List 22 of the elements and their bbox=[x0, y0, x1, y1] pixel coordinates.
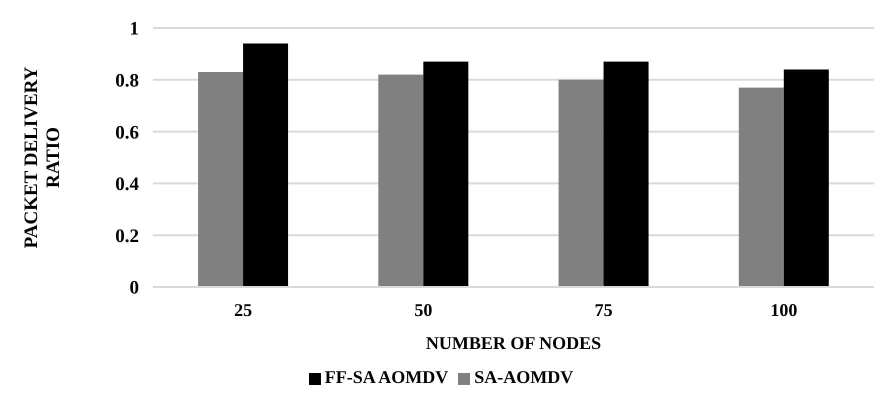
y-tick-label: 0.2 bbox=[115, 226, 139, 247]
bar bbox=[198, 72, 244, 287]
x-tick-label: 75 bbox=[594, 300, 613, 320]
y-tick-label: 0.6 bbox=[115, 122, 139, 144]
bar bbox=[604, 62, 649, 287]
legend-label: SA-AOMDV bbox=[474, 367, 574, 387]
x-tick-label: 100 bbox=[770, 300, 798, 320]
y-tick-label: 0.8 bbox=[115, 70, 139, 92]
x-tick-label: 50 bbox=[414, 300, 432, 320]
bar bbox=[423, 62, 468, 287]
bar bbox=[558, 80, 604, 287]
y-axis-title: PACKET DELIVERY RATIO bbox=[21, 66, 64, 248]
bar bbox=[784, 69, 829, 287]
y-tick-label: 0.4 bbox=[115, 174, 140, 196]
bar bbox=[378, 74, 424, 287]
x-tick-label: 25 bbox=[234, 300, 252, 320]
bar bbox=[243, 44, 288, 287]
legend-label: FF-SA AOMDV bbox=[324, 367, 448, 387]
bar bbox=[738, 88, 784, 287]
y-tick-label: 1 bbox=[130, 18, 139, 40]
y-tick-label: 0 bbox=[130, 278, 139, 299]
x-axis-title: NUMBER OF NODES bbox=[426, 333, 602, 353]
